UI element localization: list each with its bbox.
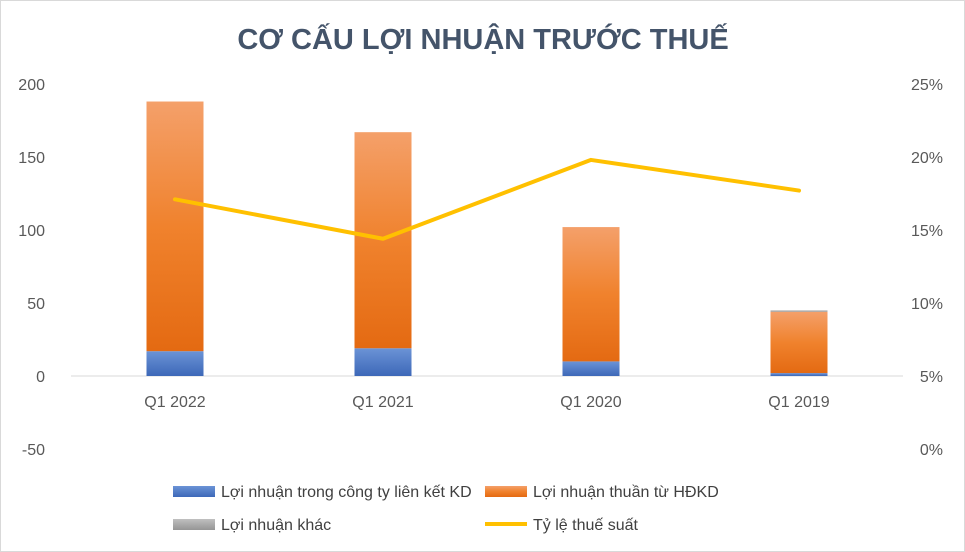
bar-other-profit — [770, 310, 828, 312]
right-tick-label: 0% — [920, 442, 943, 459]
category-label: Q1 2019 — [768, 394, 829, 411]
left-tick-label: 0 — [36, 369, 45, 386]
left-tick-label: -50 — [22, 442, 45, 459]
bar-associate-profit — [354, 348, 412, 376]
legend: Lợi nhuận trong công ty liên kết KD Lợi n… — [173, 484, 719, 534]
legend-other-profit: Lợi nhuận khác — [173, 517, 331, 534]
left-tick-label: 200 — [18, 77, 45, 94]
left-tick-label: 100 — [18, 223, 45, 240]
category-label: Q1 2021 — [352, 394, 413, 411]
left-tick-label: 50 — [27, 296, 45, 313]
right-tick-label: 25% — [911, 77, 943, 94]
bar-associate-profit — [562, 361, 620, 376]
right-tick-label: 10% — [911, 296, 943, 313]
bar-associate-profit — [146, 351, 204, 376]
left-axis: 200 150 100 50 0 -50 — [18, 77, 45, 459]
legend-label: Lợi nhuận khác — [221, 517, 331, 534]
right-tick-label: 20% — [911, 150, 943, 167]
legend-label: Lợi nhuận trong công ty liên kết KD — [221, 484, 472, 501]
right-tick-label: 15% — [911, 223, 943, 240]
legend-tax-rate: Tỷ lệ thuế suất — [485, 517, 639, 534]
legend-swatch — [173, 519, 215, 530]
tax-rate-line-layer — [173, 157, 801, 241]
bar-operating-profit — [146, 101, 204, 352]
legend-swatch — [485, 486, 527, 497]
bar-associate-profit — [770, 373, 828, 376]
left-tick-label: 150 — [18, 150, 45, 167]
bar-operating-profit — [770, 311, 828, 374]
category-label: Q1 2022 — [144, 394, 205, 411]
tax-rate-line — [173, 157, 801, 241]
right-tick-label: 5% — [920, 369, 943, 386]
category-label: Q1 2020 — [560, 394, 621, 411]
bar-operating-profit — [562, 227, 620, 362]
chart-title: CƠ CẤU LỢI NHUẬN TRƯỚC THUẾ — [237, 22, 728, 56]
legend-label: Lợi nhuận thuần từ HĐKD — [533, 484, 719, 501]
legend-associate-profit: Lợi nhuận trong công ty liên kết KD — [173, 484, 472, 501]
legend-swatch — [173, 486, 215, 497]
legend-operating-profit: Lợi nhuận thuần từ HĐKD — [485, 484, 719, 501]
category-labels: Q1 2022 Q1 2021 Q1 2020 Q1 2019 — [144, 394, 829, 411]
bars-group — [146, 101, 828, 376]
legend-label: Tỷ lệ thuế suất — [533, 517, 639, 534]
right-axis: 25% 20% 15% 10% 5% 0% — [911, 77, 943, 459]
